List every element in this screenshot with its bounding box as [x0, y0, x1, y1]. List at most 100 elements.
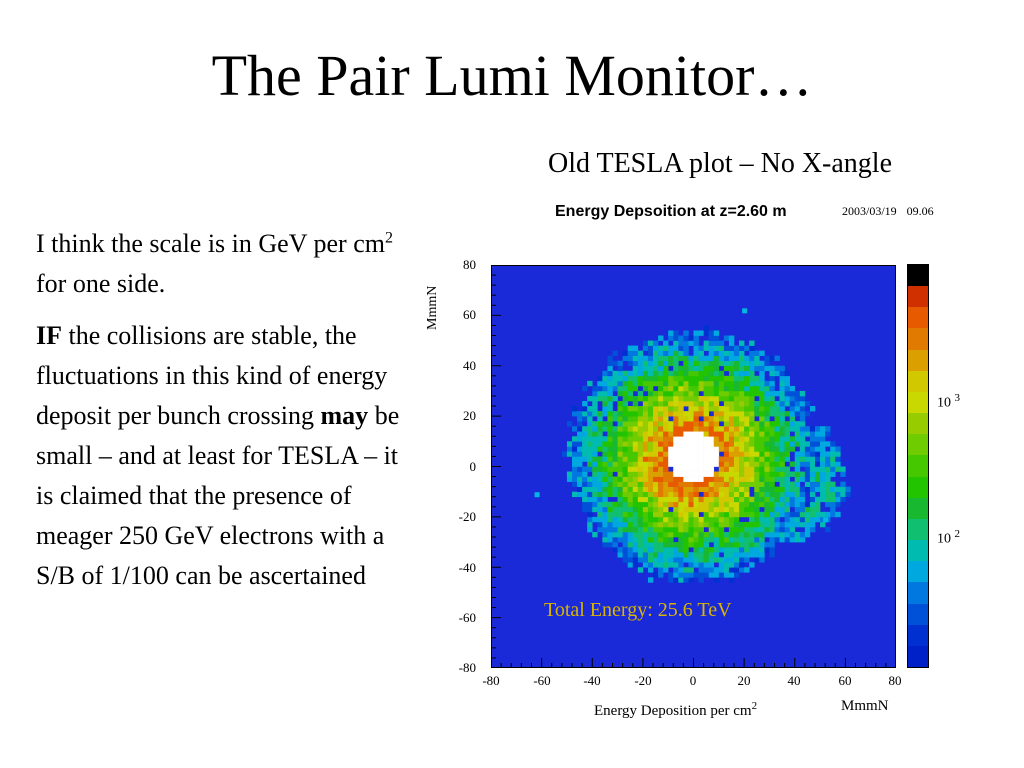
- heatmap-cell: [739, 340, 745, 346]
- heatmap-cell: [627, 360, 634, 367]
- heatmap-cell: [749, 521, 755, 528]
- heatmap-cell: [779, 370, 785, 377]
- heatmap-cell: [754, 471, 760, 477]
- heatmap-cell: [566, 441, 573, 447]
- heatmap-cell: [683, 552, 689, 558]
- heatmap-cell: [749, 456, 755, 462]
- heatmap-cell: [582, 436, 588, 442]
- heatmap-cell: [840, 491, 846, 498]
- heatmap-cell: [587, 491, 593, 498]
- heatmap-cell: [764, 521, 770, 528]
- heatmap-cell: [698, 542, 704, 548]
- heatmap-cell: [647, 451, 654, 457]
- heatmap-cell: [642, 526, 649, 533]
- heatmap-cell: [637, 370, 644, 377]
- heatmap-cell: [673, 441, 679, 447]
- heatmap-cell: [622, 511, 628, 518]
- heatmap-cell: [713, 506, 720, 513]
- heatmap-cell: [678, 385, 684, 392]
- heatmap-cell: [789, 446, 796, 452]
- heatmap-cell: [693, 496, 699, 503]
- heatmap-cell: [637, 421, 644, 427]
- heatmap-cell: [708, 466, 715, 472]
- heatmap-cell: [734, 481, 740, 487]
- heatmap-cell: [693, 436, 699, 442]
- heatmap-cell: [688, 355, 694, 362]
- heatmap-cell: [653, 456, 659, 462]
- heatmap-cell: [754, 526, 760, 533]
- heatmap-cell: [723, 365, 730, 372]
- heatmap-cell: [728, 506, 735, 513]
- heatmap-cell: [784, 537, 790, 543]
- heatmap-cell: [658, 562, 664, 568]
- heatmap-cell: [647, 431, 654, 437]
- heatmap-cell: [668, 486, 674, 493]
- heatmap-cell: [647, 471, 654, 477]
- heatmap-cell: [769, 421, 775, 427]
- heatmap-cell: [698, 577, 704, 583]
- heatmap-cell: [653, 552, 659, 558]
- heatmap-cell: [663, 426, 669, 432]
- heatmap-cell: [754, 385, 760, 392]
- heatmap-cell: [592, 481, 598, 487]
- heatmap-cell: [572, 451, 578, 457]
- heatmap-cell: [744, 511, 750, 518]
- heatmap-cell: [744, 390, 750, 397]
- heatmap-cell: [693, 572, 699, 578]
- heatmap-cell: [723, 506, 730, 513]
- y-axis-label: MmmN: [425, 285, 440, 330]
- heatmap-cell: [713, 471, 720, 477]
- heatmap-cell: [739, 416, 745, 422]
- heatmap-cell: [597, 390, 603, 397]
- heatmap-cell: [713, 401, 720, 407]
- heatmap-cell: [744, 360, 750, 367]
- heatmap-cell: [734, 557, 740, 563]
- heatmap-cell: [587, 380, 593, 387]
- heatmap-cell: [693, 461, 699, 467]
- heatmap-cell: [703, 557, 709, 563]
- heatmap-cell: [764, 390, 770, 397]
- heatmap-cell: [708, 567, 715, 573]
- heatmap-cell: [673, 375, 679, 382]
- heatmap-cell: [647, 526, 654, 533]
- heatmap-cell: [708, 350, 715, 356]
- heatmap-cell: [809, 451, 816, 457]
- heatmap-cell: [612, 521, 618, 528]
- heatmap-cell: [703, 416, 709, 422]
- heatmap-cell: [718, 431, 725, 437]
- heatmap-cell: [749, 506, 755, 513]
- heatmap-cell: [713, 335, 720, 341]
- isolated-hit-point: [742, 308, 748, 314]
- heatmap-cell: [658, 365, 664, 372]
- heatmap-cell: [577, 471, 583, 477]
- heatmap-cell: [683, 370, 689, 377]
- heatmap-cell: [658, 557, 664, 563]
- heatmap-cell: [754, 431, 760, 437]
- heatmap-cell: [678, 365, 684, 372]
- heatmap-cell: [698, 552, 704, 558]
- heatmap-cell: [764, 476, 770, 482]
- heatmap-cell: [804, 526, 811, 533]
- heatmap-cell: [602, 426, 608, 432]
- heatmap-cell: [658, 547, 664, 553]
- heatmap-cell: [653, 360, 659, 367]
- heatmap-cell: [637, 431, 644, 437]
- heatmap-cell: [713, 436, 720, 442]
- heatmap-cell: [759, 426, 765, 432]
- heatmap-cell: [749, 481, 755, 487]
- heatmap-cell: [592, 456, 598, 462]
- heatmap-cell: [754, 557, 760, 563]
- colorbar-swatch: [908, 645, 928, 667]
- heatmap-cell: [723, 355, 730, 362]
- heatmap-cell: [617, 375, 623, 382]
- heatmap-cell: [723, 395, 730, 402]
- heatmap-cell: [612, 416, 618, 422]
- heatmap-cell: [678, 537, 684, 543]
- heatmap-cell: [698, 567, 704, 573]
- heatmap-cell: [764, 406, 770, 412]
- para1-text: I think the scale is in GeV per cm: [36, 229, 385, 258]
- heatmap-cell: [693, 562, 699, 568]
- heatmap-cell: [688, 436, 694, 442]
- heatmap-cell: [678, 416, 684, 422]
- heatmap-cell: [804, 441, 811, 447]
